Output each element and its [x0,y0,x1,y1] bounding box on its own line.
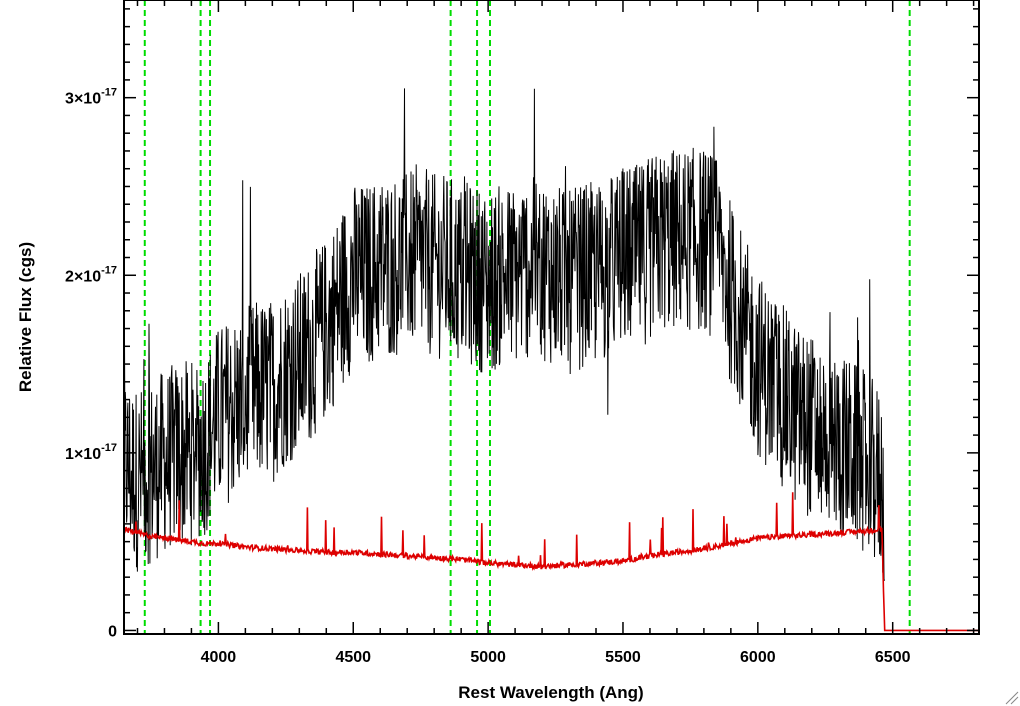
x-tick-label: 6000 [740,649,776,666]
x-tick-label: 5000 [470,649,506,666]
y-tick-label: 1×10-17 [65,442,117,463]
plot-border [123,0,980,635]
plot-frame [123,0,980,635]
x-tick-label: 4500 [335,649,371,666]
x-tick-label: 5500 [605,649,641,666]
y-axis-ticks: 0 1×10-17 2×10-17 3×10-17 [65,8,979,640]
resize-grip [1005,691,1019,705]
x-axis-label: Rest Wavelength (Ang) [458,683,643,702]
x-tick-label: 4000 [201,649,237,666]
x-tick-label: 6500 [875,649,911,666]
y-tick-label: 2×10-17 [65,264,117,285]
series-model-line [124,492,979,632]
y-tick-label: 0 [108,623,117,640]
series-layer [124,88,979,632]
x-axis-ticks: 4000 4500 5000 5500 6000 6500 [136,0,975,666]
series-observed-line [124,88,885,581]
y-tick-label: 3×10-17 [65,87,117,108]
y-axis-label: Relative Flux (cgs) [16,242,35,392]
reference-lines [143,0,911,634]
